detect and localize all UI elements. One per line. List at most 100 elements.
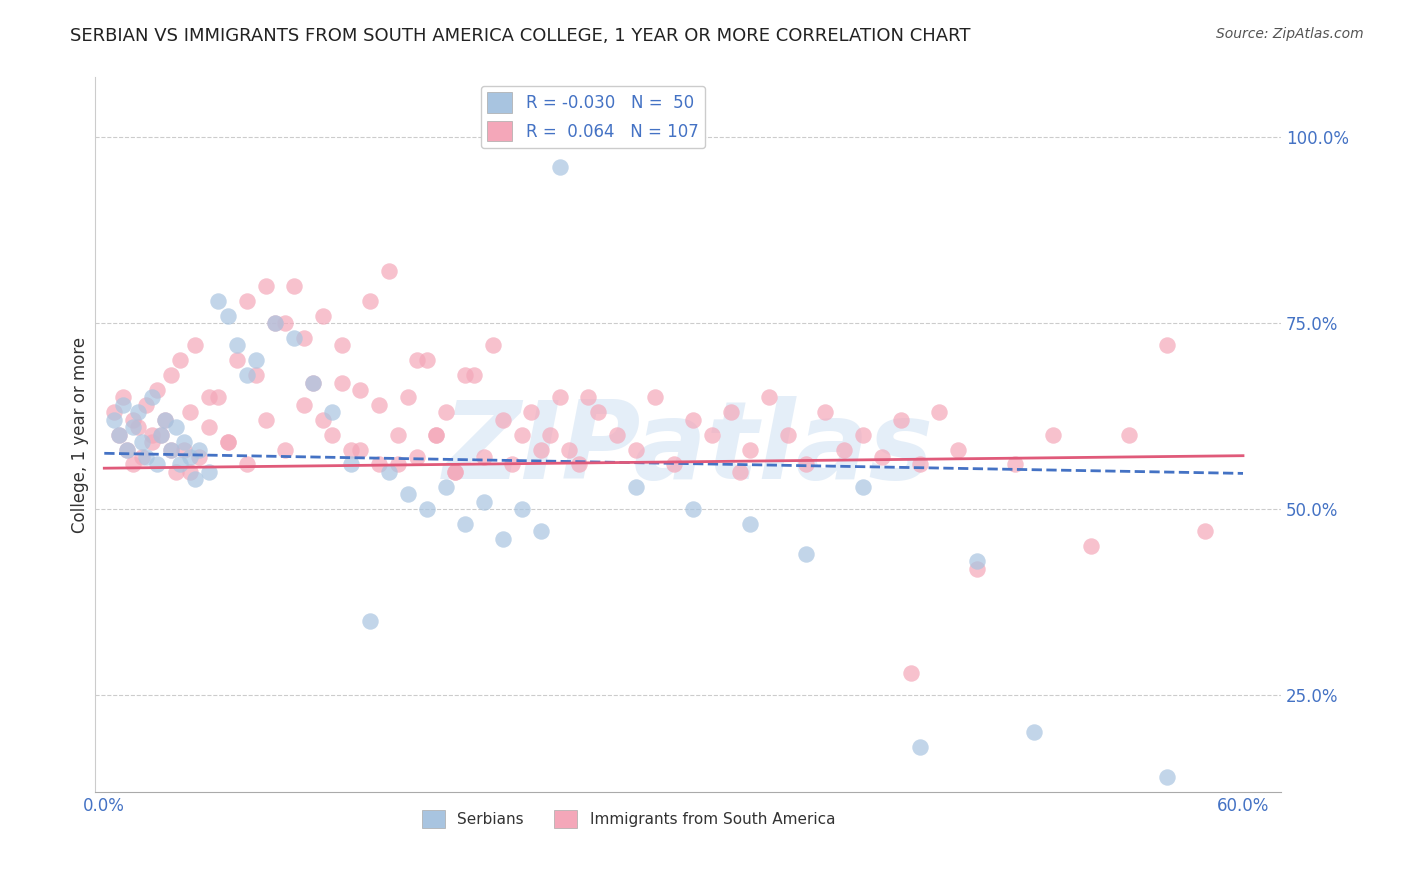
Point (245, 368, 267, 383)
Point (425, 427, 447, 442)
Point (311, 413, 333, 427)
Point (188, 450, 211, 464)
Point (173, 442, 195, 457)
Point (217, 309, 239, 323)
Point (349, 383, 371, 397)
Point (146, 458, 169, 472)
Point (1004, 458, 1026, 472)
Point (150, 427, 173, 442)
Point (576, 391, 599, 405)
Point (416, 353, 439, 368)
Point (103, 405, 125, 419)
Point (1118, 427, 1140, 442)
Point (112, 391, 135, 405)
Point (1156, 338, 1178, 352)
Point (264, 316, 287, 330)
Point (520, 405, 543, 419)
Point (115, 442, 138, 457)
Point (311, 309, 333, 323)
Point (644, 391, 666, 405)
Point (127, 405, 149, 419)
Point (235, 293, 257, 308)
Point (184, 472, 207, 486)
Point (387, 427, 409, 442)
Point (254, 413, 277, 427)
Point (406, 353, 429, 368)
Point (890, 413, 912, 427)
Point (131, 435, 153, 450)
Point (624, 442, 647, 457)
Point (359, 614, 381, 628)
Point (235, 368, 257, 383)
Point (179, 465, 201, 479)
Point (321, 405, 343, 419)
Point (217, 435, 239, 450)
Point (396, 487, 419, 501)
Point (165, 465, 187, 479)
Point (146, 383, 169, 397)
Point (662, 458, 685, 472)
Point (396, 391, 419, 405)
Text: SERBIAN VS IMMIGRANTS FROM SOUTH AMERICA COLLEGE, 1 YEAR OR MORE CORRELATION CHA: SERBIAN VS IMMIGRANTS FROM SOUTH AMERICA… (70, 27, 970, 45)
Point (121, 420, 143, 434)
Point (197, 465, 219, 479)
Point (948, 442, 970, 457)
Point (340, 442, 363, 457)
Point (454, 368, 477, 383)
Point (179, 450, 201, 464)
Point (548, 160, 571, 174)
Point (217, 435, 239, 450)
Point (444, 465, 467, 479)
Point (776, 427, 799, 442)
Point (501, 458, 523, 472)
Point (127, 420, 149, 434)
Point (169, 458, 191, 472)
Point (530, 442, 553, 457)
Point (150, 427, 173, 442)
Point (103, 413, 125, 427)
Point (283, 278, 305, 293)
Point (492, 532, 515, 546)
Point (197, 420, 219, 434)
Point (226, 353, 249, 368)
Point (1080, 539, 1102, 553)
Point (387, 458, 409, 472)
Point (283, 331, 305, 345)
Point (273, 316, 295, 330)
Point (169, 353, 191, 368)
Point (184, 338, 207, 352)
Point (852, 427, 875, 442)
Point (796, 458, 818, 472)
Point (359, 293, 381, 308)
Point (472, 450, 495, 464)
Point (758, 391, 780, 405)
Point (141, 427, 163, 442)
Point (292, 398, 315, 412)
Point (910, 458, 932, 472)
Point (141, 391, 163, 405)
Point (340, 458, 363, 472)
Point (966, 554, 988, 568)
Point (378, 264, 401, 278)
Point (121, 413, 143, 427)
Point (153, 413, 176, 427)
Point (834, 442, 856, 457)
Point (1156, 770, 1178, 784)
Point (302, 376, 325, 390)
Point (444, 465, 467, 479)
Point (558, 442, 581, 457)
Point (188, 442, 211, 457)
Point (910, 740, 932, 755)
Point (814, 405, 837, 419)
Text: ZIPatlas: ZIPatlas (443, 396, 934, 502)
Point (538, 427, 561, 442)
Point (1042, 427, 1064, 442)
Point (482, 338, 505, 352)
Point (349, 442, 371, 457)
Point (463, 368, 485, 383)
Point (226, 338, 249, 352)
Point (135, 450, 157, 464)
Point (165, 420, 187, 434)
Point (159, 442, 181, 457)
Point (245, 353, 267, 368)
